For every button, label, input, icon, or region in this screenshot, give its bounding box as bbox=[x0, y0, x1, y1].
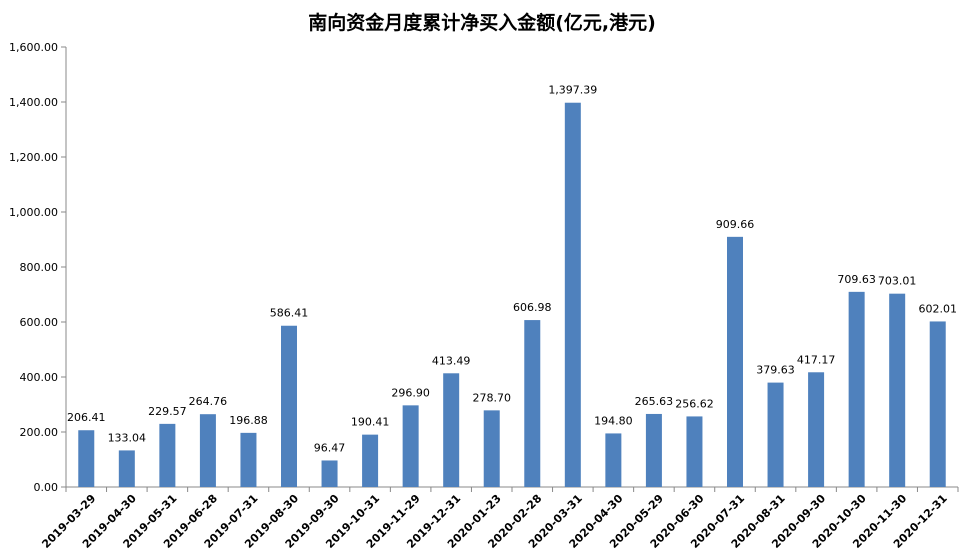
data-label: 265.63 bbox=[635, 395, 674, 408]
y-tick-label: 800.00 bbox=[20, 261, 59, 274]
data-label: 586.41 bbox=[270, 307, 309, 320]
y-tick-label: 600.00 bbox=[20, 316, 59, 329]
bar bbox=[564, 102, 581, 488]
data-label: 602.01 bbox=[918, 302, 957, 315]
bar bbox=[281, 325, 297, 487]
data-label: 278.70 bbox=[472, 391, 511, 404]
data-label: 256.62 bbox=[675, 397, 714, 410]
data-label: 229.57 bbox=[148, 405, 187, 418]
x-axis: 2019-03-292019-04-302019-05-312019-06-28… bbox=[39, 486, 959, 551]
bar bbox=[402, 405, 419, 487]
data-label: 703.01 bbox=[878, 275, 917, 288]
bar bbox=[483, 410, 500, 487]
y-tick-label: 200.00 bbox=[20, 426, 59, 439]
y-axis: 0.00 200.00 400.00 600.00 800.00 1,000.00 1,20… bbox=[9, 41, 67, 494]
bar bbox=[686, 416, 703, 487]
y-tick-label: 1,400.00 bbox=[9, 96, 58, 109]
bar bbox=[605, 433, 622, 487]
data-label: 194.80 bbox=[594, 414, 633, 427]
y-tick-label: 400.00 bbox=[20, 371, 59, 384]
bar bbox=[362, 434, 379, 487]
data-label: 206.41 bbox=[67, 411, 106, 424]
bar bbox=[889, 293, 906, 487]
bar bbox=[118, 450, 135, 487]
data-label: 196.88 bbox=[229, 414, 268, 427]
bar bbox=[524, 320, 541, 487]
data-label: 413.49 bbox=[432, 354, 471, 367]
bar bbox=[159, 423, 176, 487]
bar bbox=[767, 382, 784, 487]
y-tick-label: 1,000.00 bbox=[9, 206, 58, 219]
bar bbox=[808, 372, 825, 487]
bar bbox=[78, 430, 95, 487]
data-label: 606.98 bbox=[513, 301, 552, 314]
data-label: 96.47 bbox=[314, 441, 346, 454]
bars bbox=[78, 102, 946, 488]
data-label: 190.41 bbox=[351, 416, 390, 429]
data-label: 909.66 bbox=[716, 218, 755, 231]
data-label: 379.63 bbox=[756, 364, 795, 377]
data-label: 296.90 bbox=[391, 386, 430, 399]
bar bbox=[645, 413, 662, 487]
data-label: 417.17 bbox=[797, 353, 836, 366]
bar bbox=[199, 414, 216, 487]
data-label: 709.63 bbox=[837, 273, 876, 286]
data-label: 1,397.39 bbox=[548, 84, 597, 97]
bar bbox=[848, 291, 865, 487]
y-tick-label: 1,200.00 bbox=[9, 151, 58, 164]
data-label: 264.76 bbox=[189, 395, 228, 408]
y-tick-label: 0.00 bbox=[34, 481, 59, 494]
data-label: 133.04 bbox=[108, 431, 147, 444]
y-tick-label: 1,600.00 bbox=[9, 41, 58, 54]
bar bbox=[321, 460, 338, 487]
bar bbox=[727, 236, 743, 487]
bar bbox=[240, 432, 257, 487]
bar bbox=[443, 373, 460, 487]
chart-title: 南向资金月度累计净买入金额(亿元,港元) bbox=[308, 12, 656, 34]
bar bbox=[929, 321, 946, 487]
